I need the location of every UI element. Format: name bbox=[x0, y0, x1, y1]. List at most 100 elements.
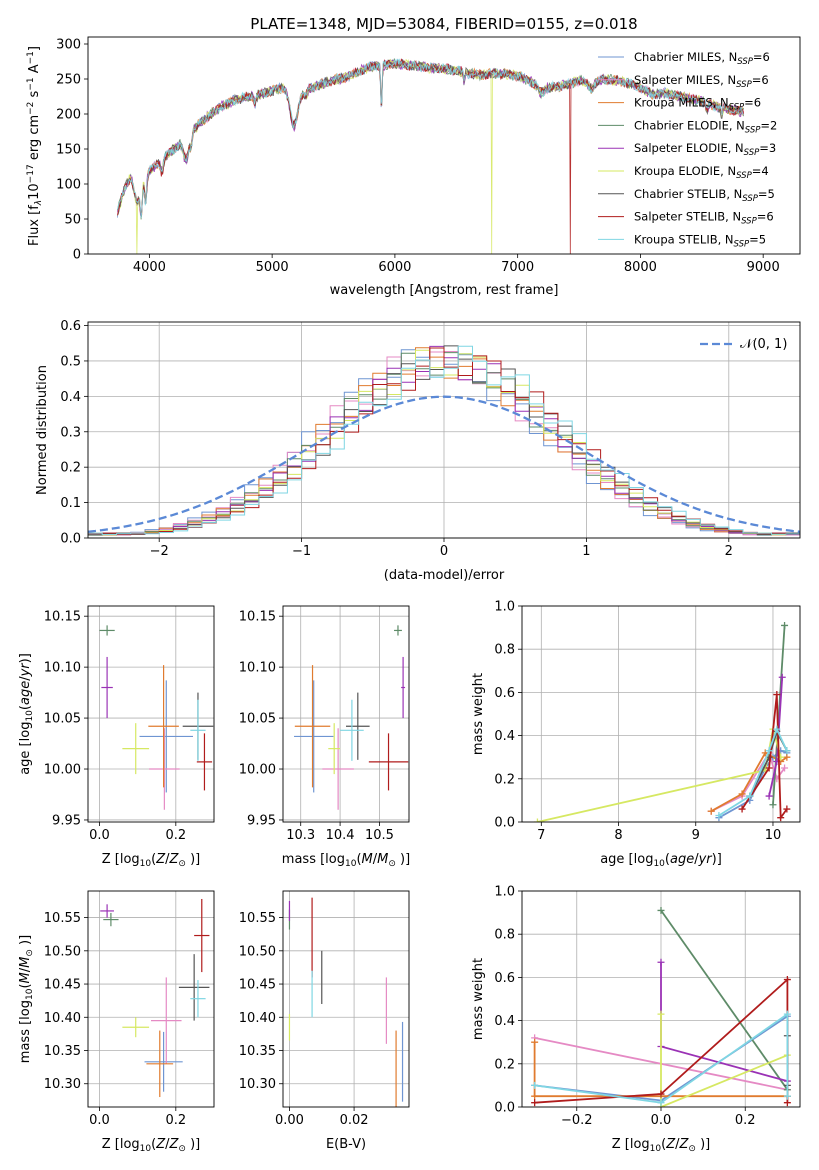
x-tick-label: 0.0 bbox=[89, 828, 110, 843]
x-tick-label: 2 bbox=[725, 544, 733, 559]
weight-marker bbox=[781, 621, 789, 629]
error-point bbox=[100, 904, 114, 918]
label-part: −2 bbox=[26, 102, 36, 115]
label-part: ( bbox=[665, 852, 670, 867]
label-part: Z [log bbox=[102, 1137, 140, 1152]
y-tick-label: 250 bbox=[56, 73, 81, 88]
legend-label: 𝒩(0, 1) bbox=[740, 337, 787, 352]
y-tick-label: 10.45 bbox=[239, 978, 276, 993]
x-tick-label: −0.2 bbox=[561, 1113, 593, 1128]
axis-label: E(B-V) bbox=[326, 1137, 366, 1152]
y-tick-label: 10.05 bbox=[239, 712, 276, 727]
y-tick-label: 0.5 bbox=[60, 354, 81, 369]
legend-name: Kroupa ELODIE, N bbox=[634, 164, 736, 178]
legend-name: Kroupa MILES, N bbox=[634, 96, 729, 110]
y-tick-label: 1.0 bbox=[494, 885, 515, 900]
label-part: )] bbox=[190, 852, 200, 867]
y-tick-label: 10.45 bbox=[44, 978, 81, 993]
axis-label: Z [log10(Z/Z⊙ )] bbox=[102, 1137, 201, 1154]
x-tick-label: 1 bbox=[582, 544, 590, 559]
legend-sub: SSP bbox=[742, 194, 758, 204]
legend-label: Salpeter ELODIE, NSSP=3 bbox=[634, 141, 776, 158]
x-tick-label: 8000 bbox=[624, 260, 657, 275]
y-tick-label: 0.0 bbox=[60, 532, 81, 547]
weight-marker bbox=[657, 906, 665, 914]
axis-label: Z [log10(Z/Z⊙ )] bbox=[102, 852, 201, 869]
label-part: age bbox=[670, 852, 694, 867]
legend-sub: SSP bbox=[737, 57, 753, 67]
weight-marker bbox=[765, 764, 773, 772]
x-tick-label: 5000 bbox=[256, 260, 289, 275]
legend-name: Salpeter MILES, N bbox=[634, 73, 736, 87]
label-part: 10 bbox=[27, 183, 42, 200]
y-tick-label: 0.2 bbox=[494, 1057, 515, 1072]
legend-name: Salpeter ELODIE, N bbox=[634, 141, 744, 155]
error-point bbox=[190, 699, 206, 761]
plot-area bbox=[88, 345, 800, 536]
label-part: )] bbox=[18, 935, 33, 945]
axis-label: age [log10(age/yr)] bbox=[18, 653, 35, 775]
y-tick-label: 150 bbox=[56, 143, 81, 158]
weight-marker bbox=[531, 1099, 539, 1107]
legend-label: Chabrier ELODIE, NSSP=2 bbox=[634, 118, 777, 135]
weight-marker bbox=[531, 1092, 539, 1100]
weight-marker bbox=[783, 753, 791, 761]
panel-z-mass: 0.0 0.2 10.30 10.35 10.40 10.45 10.50 10.55 Z [l… bbox=[18, 890, 215, 1154]
x-tick-label: 0 bbox=[440, 544, 448, 559]
legend-sub: SSP bbox=[744, 148, 760, 158]
error-point bbox=[322, 728, 354, 810]
axis-label: age [log10(age/yr)] bbox=[600, 852, 722, 869]
error-point bbox=[149, 728, 180, 810]
error-point bbox=[340, 699, 364, 761]
x-tick-label: 10.5 bbox=[365, 828, 394, 843]
label-part: / bbox=[165, 1137, 170, 1152]
x-tick-label: 0.00 bbox=[275, 1113, 304, 1128]
weight-marker bbox=[783, 1099, 791, 1107]
legend-count: =6 bbox=[753, 50, 770, 64]
label-part: ⊙ bbox=[178, 1144, 186, 1154]
error-point bbox=[294, 680, 334, 793]
y-tick-label: 10.00 bbox=[239, 763, 276, 778]
y-tick-label: 10.40 bbox=[44, 1011, 81, 1026]
y-tick-label: 0.0 bbox=[494, 1101, 515, 1116]
label-part: −1 bbox=[26, 51, 36, 64]
error-point bbox=[328, 723, 341, 775]
error-point bbox=[101, 656, 113, 719]
legend-label: Kroupa ELODIE, NSSP=4 bbox=[634, 164, 769, 181]
label-part: Z [log bbox=[612, 1137, 650, 1152]
y-tick-label: 10.55 bbox=[239, 911, 276, 926]
label-part: Z [log bbox=[102, 852, 140, 867]
x-tick-label: −1 bbox=[292, 544, 311, 559]
y-tick-label: 0.2 bbox=[60, 461, 81, 476]
plot-area bbox=[100, 898, 210, 1098]
error-point bbox=[401, 656, 406, 719]
error-point bbox=[368, 733, 409, 791]
error-point bbox=[122, 723, 150, 775]
legend-sub: SSP bbox=[729, 103, 745, 113]
legend-label: Salpeter STELIB, NSSP=6 bbox=[634, 210, 774, 227]
y-tick-label: 10.50 bbox=[239, 944, 276, 959]
y-tick-label: 10.00 bbox=[44, 763, 81, 778]
error-point bbox=[122, 1017, 150, 1038]
figure-title: PLATE=1348, MJD=53084, FIBERID=0155, z=0… bbox=[250, 15, 637, 33]
weight-marker bbox=[533, 818, 541, 822]
legend-sub: SSP bbox=[736, 80, 752, 90]
label-part: erg cm bbox=[27, 115, 42, 164]
x-tick-label: 0.2 bbox=[165, 828, 186, 843]
y-tick-label: 10.35 bbox=[44, 1044, 81, 1059]
y-tick-label: 10.35 bbox=[239, 1044, 276, 1059]
label-part: / bbox=[18, 967, 33, 972]
x-axis-label: (data-model)/error bbox=[384, 568, 505, 583]
weight-marker bbox=[531, 1081, 539, 1089]
y-tick-label: 0.1 bbox=[60, 496, 81, 511]
error-point bbox=[346, 692, 370, 760]
legend-name: Chabrier STELIB, N bbox=[634, 187, 742, 201]
y-tick-label: 0.6 bbox=[60, 319, 81, 334]
legend-label: Chabrier STELIB, NSSP=5 bbox=[634, 187, 775, 204]
y-tick-label: 10.30 bbox=[239, 1077, 276, 1092]
label-part: ⊙ bbox=[178, 859, 186, 869]
label-part: 10 bbox=[653, 859, 665, 869]
error-point bbox=[151, 977, 182, 1064]
legend-name: Salpeter STELIB, N bbox=[634, 210, 741, 224]
